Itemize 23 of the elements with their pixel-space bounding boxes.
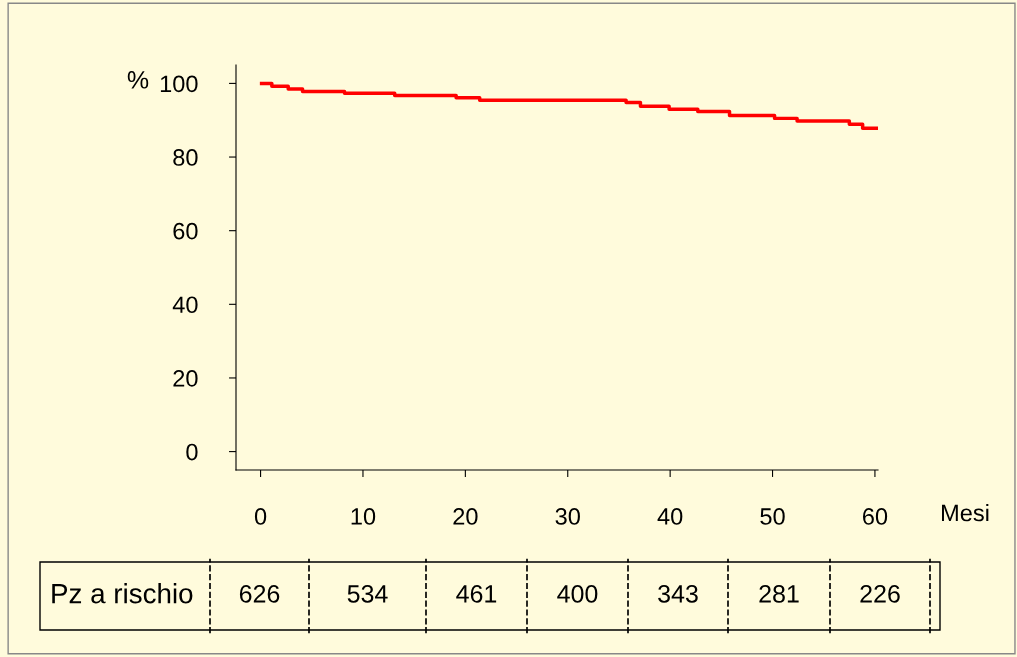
x-tick-label: 50 bbox=[760, 508, 785, 525]
text: 400 bbox=[557, 585, 598, 603]
x-tick-label: 30 bbox=[555, 508, 580, 525]
x-tick-label: 0 bbox=[254, 508, 267, 525]
text: 343 bbox=[658, 585, 698, 603]
text: 226 bbox=[860, 585, 900, 603]
x-tick-label: 10 bbox=[351, 508, 376, 525]
y-tick-label: 80 bbox=[173, 149, 198, 166]
text: 281 bbox=[759, 585, 799, 603]
text: 461 bbox=[456, 585, 497, 603]
x-tick-label: 40 bbox=[657, 508, 683, 525]
text: 534 bbox=[347, 585, 388, 603]
y-tick-label: 20 bbox=[173, 370, 198, 387]
y-tick-label: 40 bbox=[172, 296, 198, 314]
y-tick-label: 0 bbox=[186, 443, 198, 461]
y-tick-label: 100 bbox=[160, 75, 198, 93]
text: 626 bbox=[239, 585, 280, 603]
y-axis-title: % bbox=[127, 71, 149, 89]
text: Pz a rischio bbox=[52, 583, 193, 604]
x-tick-label: 20 bbox=[453, 508, 478, 525]
x-axis-title: Mesi bbox=[942, 503, 989, 522]
y-tick-label: 60 bbox=[173, 222, 198, 240]
x-tick-label: 60 bbox=[863, 508, 888, 525]
